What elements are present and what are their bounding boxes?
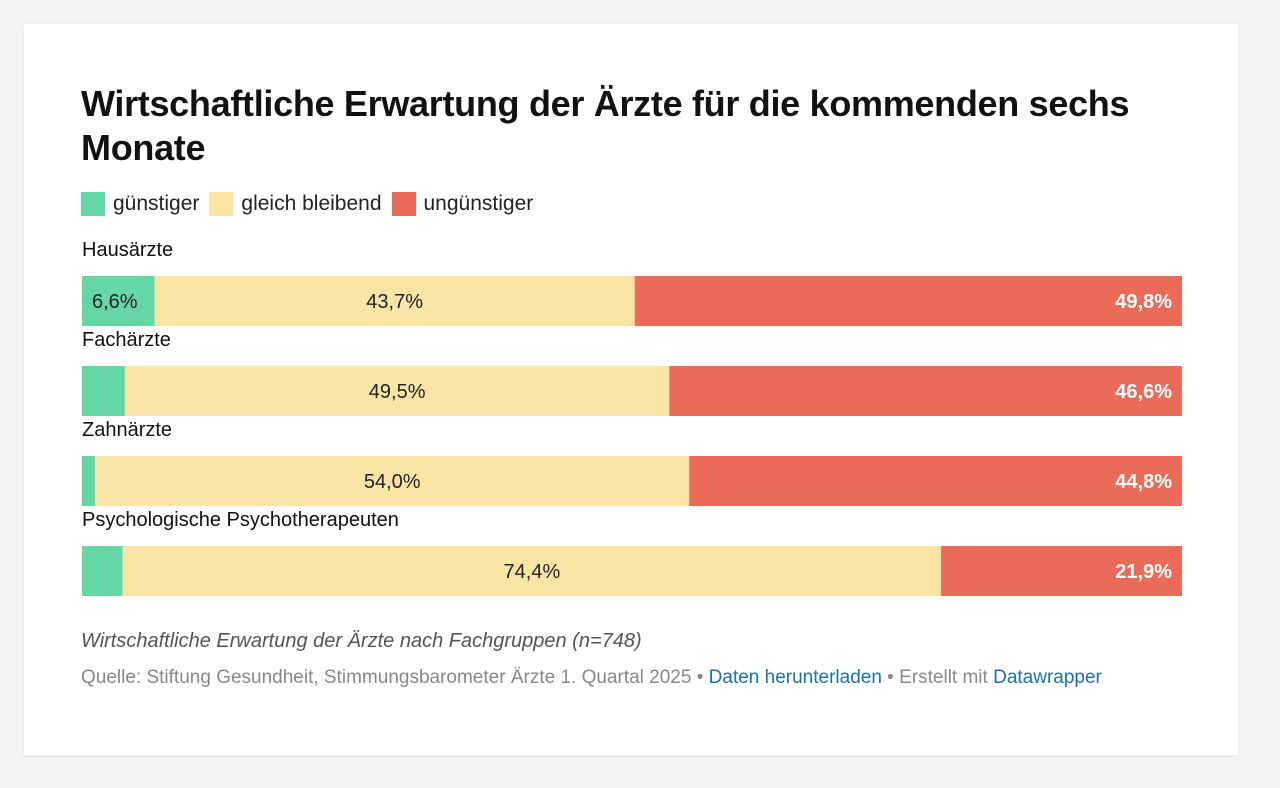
download-data-link[interactable]: Daten herunterladen: [708, 667, 882, 688]
legend-item-unguenstiger: ungünstiger: [391, 192, 534, 216]
data-label: 44,8%: [1115, 471, 1172, 493]
data-label: 49,5%: [369, 381, 426, 403]
data-label: 43,7%: [366, 291, 423, 313]
legend-label: ungünstiger: [423, 192, 534, 215]
created-with-text: Erstellt mit: [899, 667, 988, 688]
data-label: 21,9%: [1115, 561, 1172, 583]
bar-segment: [82, 276, 155, 326]
category-label: Hausärzte: [82, 239, 173, 261]
data-label: 54,0%: [364, 471, 421, 493]
data-label: 74,4%: [504, 561, 561, 583]
legend-label: günstiger: [113, 192, 200, 215]
source-text: Quelle: Stiftung Gesundheit, Stimmungsba…: [81, 667, 692, 688]
footer-separator: •: [881, 667, 900, 688]
bar-segment: [82, 366, 125, 416]
chart-notes: Wirtschaftliche Erwartung der Ärzte nach…: [81, 630, 642, 652]
stacked-bar-chart: Hausärzte 6,6% 43,7% 49,8% Fachärzte 49,5% 46,…: [82, 239, 1182, 596]
bar-segment: [95, 456, 690, 506]
legend-swatch: [81, 192, 105, 216]
bar-segment: [689, 456, 1182, 506]
data-label: 6,6%: [92, 291, 138, 313]
chart-card: Wirtschaftliche Erwartung der Ärzte für …: [24, 24, 1238, 755]
category-label: Zahnärzte: [82, 419, 172, 441]
bar-segment: [669, 366, 1182, 416]
data-label: 46,6%: [1115, 381, 1172, 403]
bar-segment: [124, 366, 670, 416]
legend-label: gleich bleibend: [241, 192, 382, 215]
chart-footer: Quelle: Stiftung Gesundheit, Stimmungsba…: [81, 667, 1102, 689]
bar-segment: [634, 276, 1182, 326]
legend-swatch: [391, 192, 416, 216]
legend-item-gleich-bleibend: gleich bleibend: [209, 192, 382, 216]
legend: günstiger gleich bleibend ungünstiger: [81, 192, 543, 216]
legend-swatch: [209, 192, 234, 216]
footer-separator: •: [691, 667, 709, 688]
bar-segment: [154, 276, 635, 326]
chart-title: Wirtschaftliche Erwartung der Ärzte für …: [81, 83, 1130, 168]
data-label: 49,8%: [1115, 291, 1172, 313]
legend-item-guenstiger: günstiger: [81, 192, 199, 216]
datawrapper-link[interactable]: Datawrapper: [993, 667, 1102, 688]
bar-segment: [941, 546, 1182, 596]
bar-segment: [82, 546, 123, 596]
category-label: Psychologische Psychotherapeuten: [82, 509, 399, 531]
bar-segment: [122, 546, 942, 596]
category-label: Fachärzte: [82, 329, 171, 351]
bar-segment: [82, 456, 96, 506]
